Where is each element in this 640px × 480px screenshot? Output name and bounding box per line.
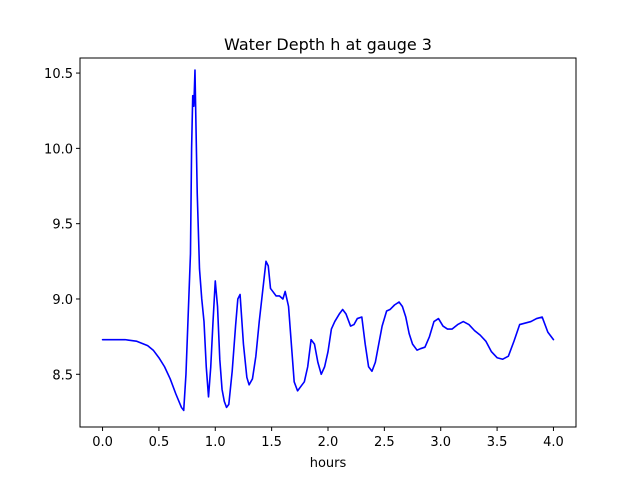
series-layer xyxy=(101,69,555,412)
x-axis-label: hours xyxy=(310,456,347,471)
y-tick-label: 10.0 xyxy=(44,142,73,157)
series-line-water-depth xyxy=(101,69,555,412)
chart-title: Water Depth h at gauge 3 xyxy=(224,35,432,54)
x-tick-label: 2.5 xyxy=(374,435,395,450)
x-tick-label: 2.0 xyxy=(318,435,339,450)
y-tick-label: 10.5 xyxy=(44,67,73,82)
x-tick-label: 1.0 xyxy=(205,435,226,450)
x-tick-label: 3.0 xyxy=(430,435,451,450)
x-tick-label: 4.0 xyxy=(543,435,564,450)
x-tick-label: 1.5 xyxy=(261,435,282,450)
y-axis: 8.5 9.0 9.5 10.0 10.5 xyxy=(44,67,80,383)
y-tick-label: 9.0 xyxy=(52,293,73,308)
x-axis: 0.0 0.5 1.0 1.5 2.0 2.5 3.0 3.5 4.0 xyxy=(92,427,564,450)
y-tick-label: 8.5 xyxy=(52,368,73,383)
x-tick-label: 0.0 xyxy=(92,435,113,450)
x-tick-label: 3.5 xyxy=(487,435,508,450)
x-tick-label: 0.5 xyxy=(149,435,170,450)
y-tick-label: 9.5 xyxy=(52,218,73,233)
